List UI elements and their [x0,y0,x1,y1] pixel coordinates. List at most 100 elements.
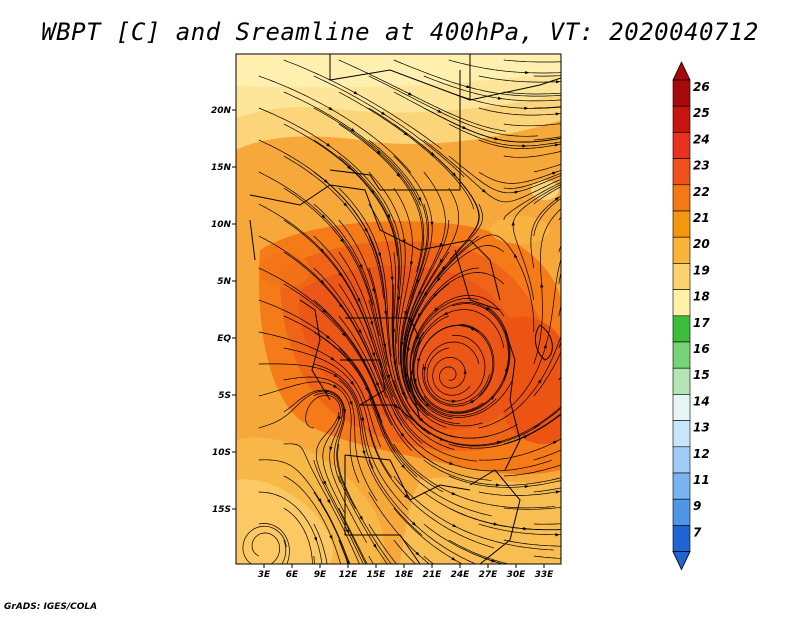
streamline [423,459,561,486]
flow-arrow [341,332,346,337]
flow-arrow [350,128,356,132]
lon-label: 12E [339,570,359,580]
flow-arrow [338,303,343,309]
flow-arrow [360,417,365,423]
flow-arrow [322,480,327,486]
flow-arrow [511,220,515,226]
flow-arrow [376,150,382,155]
flow-arrow [318,498,322,504]
streamline [393,411,552,472]
flow-arrow [396,173,401,178]
flow-arrow [537,378,542,384]
colorbar-label: 22 [693,185,710,199]
flow-arrow [413,378,417,384]
streamline [393,539,417,564]
streamline [313,363,408,510]
streamline [258,491,323,564]
streamline [423,75,561,102]
lat-label: 10N [211,220,232,230]
flow-arrow [552,440,558,445]
streamline [313,107,425,242]
colorbar-label: 24 [693,132,710,146]
streamline [503,413,561,445]
streamline [338,91,475,210]
streamline [503,150,561,158]
streamline [448,303,509,414]
streamline [409,294,505,403]
streamline [313,523,328,564]
streamline [338,379,423,536]
streamline [558,304,561,317]
lat-label: 5N [217,277,231,287]
streamline [399,235,425,412]
streamline [533,186,561,205]
flow-arrow [357,298,361,303]
streamline [423,107,561,143]
flow-arrow [321,214,326,219]
flow-arrow [370,189,375,195]
flow-arrow [493,522,499,526]
streamline [313,75,465,178]
flow-arrow [451,557,457,561]
flow-arrow [463,369,467,374]
flow-arrow [432,293,438,298]
colorbar-max-arrow [672,61,691,81]
flow-arrow [462,125,467,130]
streamline [368,491,430,564]
streamline [283,283,392,426]
streamline [423,306,511,414]
flow-arrow [524,484,530,489]
streamline [533,351,561,397]
streamline [533,208,561,365]
streamline [368,523,397,564]
colorbar-label: 20 [693,237,710,251]
flow-arrow [522,144,527,148]
flow-arrow [484,306,490,311]
flow-arrow [381,111,386,116]
streamline [258,75,412,173]
streamline [393,187,413,365]
streamline [258,203,373,340]
streamline [448,414,561,449]
streamline [412,301,510,381]
flow-arrow [376,413,380,419]
streamline [313,139,399,290]
flow-arrow [451,399,457,403]
streamline [503,181,561,221]
streamline [283,389,356,510]
streamline [338,59,506,132]
flow-arrow [430,221,434,227]
streamline [242,525,287,564]
flow-arrow [469,327,475,331]
streamline [503,59,561,63]
colorbar-swatch [672,263,691,290]
colorbar: 26 25 24 23 22 21 20 19 18 17 16 15 14 13 12 11 9 7 [672,61,710,571]
streamline [338,251,408,420]
streamline [503,464,561,477]
streamline [338,123,423,272]
streamline [313,299,413,452]
streamline [283,507,313,564]
streamline [283,59,442,150]
streamline [558,376,561,381]
flow-arrow [494,137,500,141]
flow-arrow [524,106,529,110]
flow-arrow [540,282,544,288]
streamline [448,123,561,147]
streamline [258,107,395,223]
flow-arrow [338,272,343,277]
streamline [410,298,479,420]
streamline [368,171,406,344]
streamline [533,106,561,109]
streamline [403,171,446,341]
flow-arrow [371,352,376,358]
flow-arrow [330,356,336,361]
streamline [258,171,374,306]
streamline [338,507,368,564]
streamline [400,267,447,428]
streamline [478,555,504,564]
streamline [533,523,561,525]
flow-arrow [522,527,528,531]
colorbar-label: 9 [693,499,701,513]
flow-arrow [362,450,366,456]
